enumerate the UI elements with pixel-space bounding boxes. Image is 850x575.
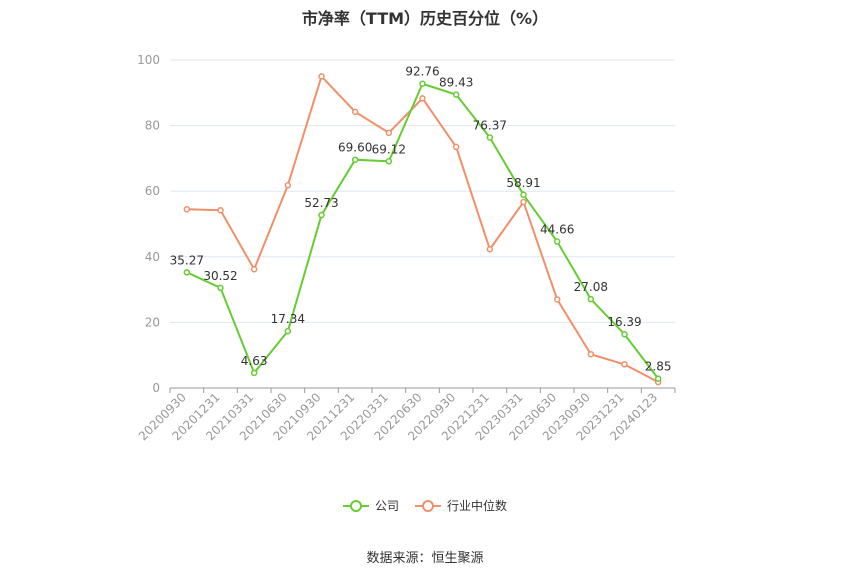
data-point <box>621 361 628 368</box>
data-point <box>486 246 494 253</box>
legend-item-company[interactable]: 公司 <box>342 497 399 514</box>
data-label: 69.60 <box>338 141 372 155</box>
series-line <box>186 82 659 380</box>
data-point <box>318 73 325 80</box>
data-point <box>520 198 527 206</box>
data-point <box>553 296 561 303</box>
legend-item-industry-median[interactable]: 行业中位数 <box>415 497 507 514</box>
data-label: 16.39 <box>607 315 641 329</box>
data-label: 76.37 <box>473 119 507 133</box>
series-line <box>186 74 659 383</box>
y-tick-label: 0 <box>152 381 160 395</box>
data-point <box>183 205 191 213</box>
data-label: 52.73 <box>304 196 338 210</box>
y-tick-label: 20 <box>145 315 160 329</box>
data-point <box>419 80 426 87</box>
data-label: 4.63 <box>241 354 268 368</box>
data-point <box>587 350 595 358</box>
y-tick-label: 40 <box>145 250 160 264</box>
chart-title: 市净率（TTM）历史百分位（%） <box>301 9 549 28</box>
legend-industry-label: 行业中位数 <box>447 499 508 513</box>
data-point <box>217 206 224 214</box>
data-label: 30.52 <box>203 269 237 283</box>
data-point <box>183 269 191 276</box>
legend-company-marker <box>342 499 369 513</box>
data-point <box>553 238 561 245</box>
data-point <box>284 327 292 335</box>
data-point <box>520 191 527 199</box>
data-point <box>621 330 628 338</box>
data-point <box>250 369 258 377</box>
data-point <box>385 158 393 165</box>
data-point <box>452 91 460 98</box>
data-point <box>351 108 359 116</box>
data-point <box>419 95 426 102</box>
data-label: 35.27 <box>170 253 204 267</box>
y-tick-label: 80 <box>145 119 160 133</box>
y-tick-label: 60 <box>145 184 160 198</box>
data-point <box>385 129 393 137</box>
data-label: 27.08 <box>574 280 608 294</box>
data-point <box>452 143 460 151</box>
data-label: 92.76 <box>405 65 439 79</box>
data-point <box>654 375 662 382</box>
data-point <box>318 211 325 219</box>
data-label: 69.12 <box>372 142 406 156</box>
data-label: 2.85 <box>645 360 672 374</box>
legend-company-label: 公司 <box>374 499 399 513</box>
data-label: 58.91 <box>506 176 540 190</box>
legend-industry-marker <box>415 499 441 513</box>
data-point <box>486 134 494 141</box>
data-label: 89.43 <box>439 76 473 90</box>
data-point <box>284 182 292 189</box>
data-point <box>351 156 359 163</box>
legend: 公司 行业中位数 <box>0 497 850 514</box>
data-point <box>217 284 224 292</box>
data-label: 17.34 <box>271 312 305 326</box>
y-tick-label: 100 <box>137 53 160 67</box>
data-point <box>587 295 595 303</box>
data-point <box>250 266 258 273</box>
data-source: 数据来源：恒生聚源 <box>366 551 484 566</box>
data-label: 44.66 <box>540 223 574 237</box>
